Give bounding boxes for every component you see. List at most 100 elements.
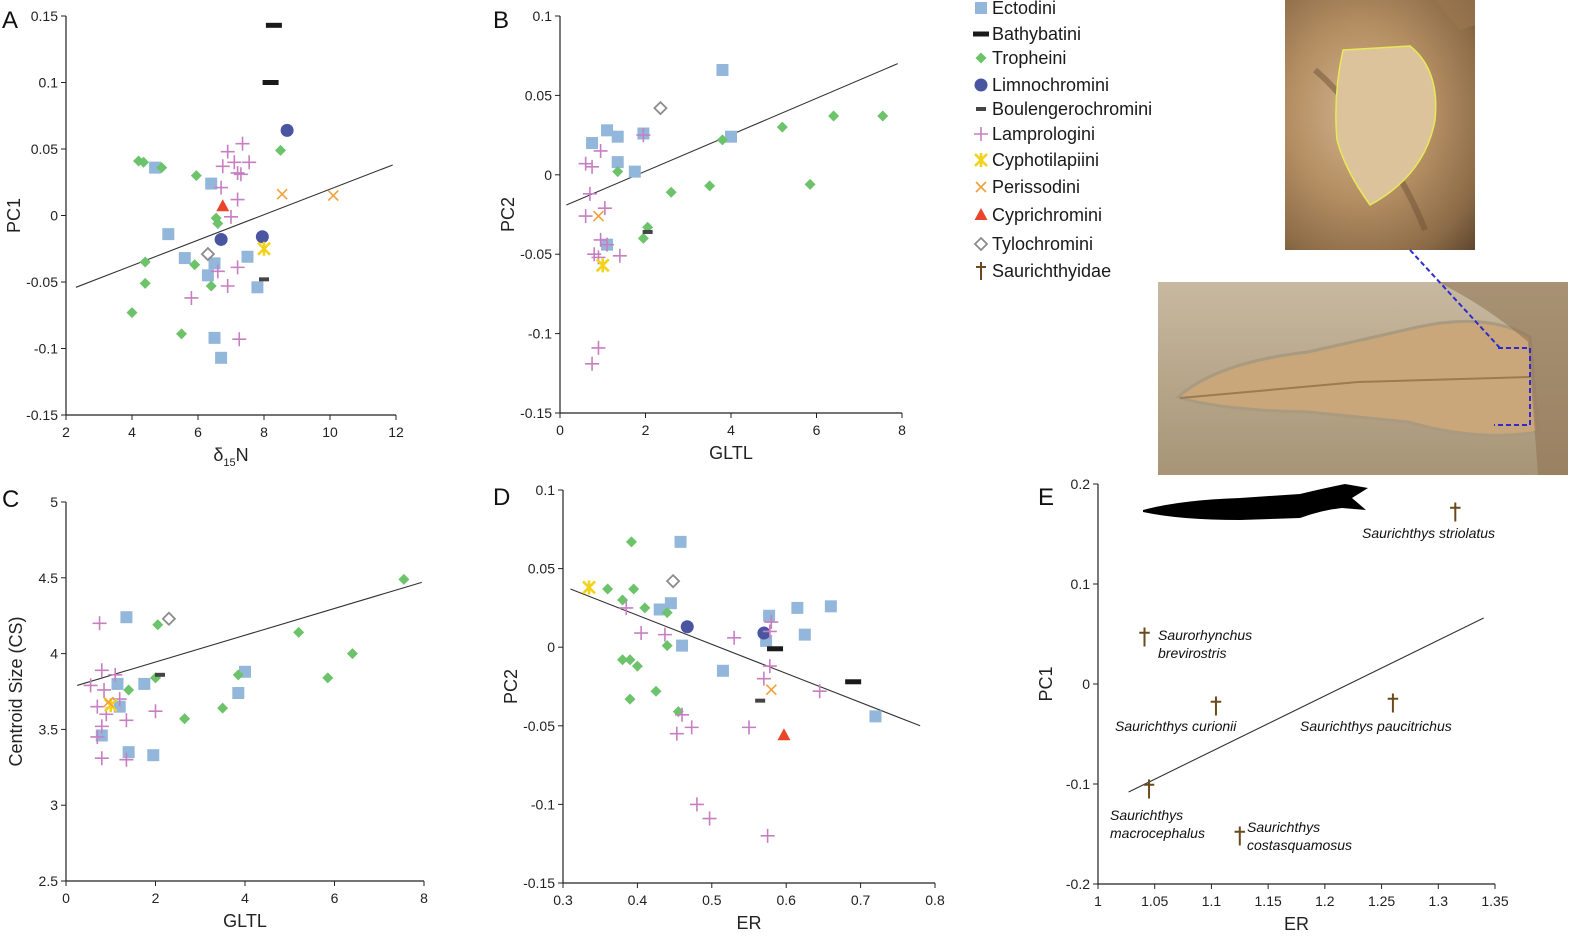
species-annotation: Saurichthys curionii <box>1115 718 1237 734</box>
data-point-perissodini <box>276 188 288 200</box>
data-point-ectodini <box>149 161 162 174</box>
data-point-lamprologini <box>184 290 199 305</box>
data-point-ectodini <box>122 746 135 759</box>
series-tylochromini <box>653 100 668 116</box>
series-tropheini <box>612 110 889 244</box>
legend-marker-perissodini <box>975 181 987 193</box>
data-point-ectodini <box>601 124 614 137</box>
data-point-ectodini <box>147 749 160 762</box>
series-bathybatini <box>262 22 282 85</box>
data-point-lamprologini <box>230 165 245 180</box>
y-tick-label: -0.15 <box>26 407 58 423</box>
data-point-ectodini <box>628 165 641 178</box>
data-point-ectodini <box>162 228 175 241</box>
y-tick-label: -0.05 <box>26 274 58 290</box>
x-tick-label: 2 <box>642 422 650 438</box>
series-limnochromini <box>680 620 771 640</box>
data-point-lamprologini <box>756 671 771 686</box>
data-point-tylochromini <box>161 611 177 627</box>
data-point-lamprologini <box>742 720 756 735</box>
data-point-lamprologini <box>619 600 634 615</box>
legend-label-cyphotilapiini: Cyphotilapiini <box>992 150 1099 170</box>
legend-item-cyphotilapiini: Cyphotilapiini <box>974 150 1099 170</box>
data-point-lamprologini <box>762 624 777 639</box>
series-limnochromini <box>214 123 294 246</box>
legend-marker-tropheini <box>975 52 987 64</box>
series-boulengerochromini <box>755 698 766 703</box>
fossil-skull-midline <box>1179 376 1531 399</box>
data-point-tropheini <box>275 144 286 156</box>
data-point-lamprologini <box>90 699 105 714</box>
data-point-ectodini <box>716 664 729 677</box>
panel-b: B 0 2 4 6 8 -0.15 -0.1 -0.05 0 0.05 0.1 GLTL PC2 <box>493 7 906 463</box>
x-axis-label-sub: 15 <box>223 457 235 469</box>
panel-letter-a: A <box>2 7 18 34</box>
species-annotation: Saurichthys costasquamosus <box>1247 819 1352 853</box>
data-point-lamprologini <box>224 209 238 224</box>
legend-label-boulengerochromini: Boulengerochromini <box>992 99 1152 119</box>
y-tick-label: 0 <box>544 167 552 183</box>
data-point-bathybatini <box>845 679 862 685</box>
data-point-lamprologini <box>689 797 704 812</box>
species-annotation: Saurichthys macrocephalus <box>1110 807 1205 841</box>
data-point-lamprologini <box>94 719 109 734</box>
panel-d: D 0.3 0.4 0.5 0.6 0.7 0.8 -0.15 -0.1 -0.05 0 0.05 0.… <box>493 482 945 933</box>
data-point-lamprologini <box>108 667 123 682</box>
data-point-lamprologini <box>90 729 105 744</box>
data-point-tropheini <box>665 186 677 198</box>
species-annotation-line: brevirostris <box>1158 645 1226 661</box>
legend-marker-bathybatini <box>973 31 989 37</box>
x-tick-label: 1 <box>1094 893 1102 909</box>
data-point-tylochromini <box>200 246 216 262</box>
species-annotation: Saurorhynchus brevirostris <box>1158 627 1252 661</box>
data-point-lamprologini <box>148 704 163 719</box>
series-bathybatini <box>767 646 862 685</box>
series-cyphotilapiini <box>257 241 271 256</box>
data-point-ectodini <box>215 351 228 364</box>
x-tick-label: 0 <box>556 422 564 438</box>
series-cyprichromini <box>777 728 791 741</box>
data-point-ectodini <box>138 677 151 690</box>
legend-label-cyprichromini: Cyprichromini <box>992 205 1102 225</box>
x-tick-label: 1.05 <box>1141 893 1168 909</box>
data-point-ectodini <box>725 130 737 143</box>
y-tick-label: 5 <box>50 494 58 510</box>
y-tick-label: 0.1 <box>1071 576 1091 592</box>
y-tick-label: 0.1 <box>533 8 553 24</box>
legend-marker-tylochromini <box>973 236 989 252</box>
data-point-tropheini <box>293 626 305 638</box>
series-ectodini <box>95 611 251 762</box>
data-point-tropheini <box>346 648 358 660</box>
series-tylochromini <box>200 246 216 262</box>
series-tylochromini <box>665 573 681 589</box>
data-point-lamprologini <box>764 615 779 630</box>
x-tick-label: 8 <box>898 422 906 438</box>
data-point-lamprologini <box>242 155 257 170</box>
data-point-tropheini <box>625 536 637 548</box>
data-point-ectodini <box>824 600 837 613</box>
data-point-lamprologini <box>675 707 690 722</box>
data-point-ectodini <box>611 130 624 143</box>
data-point-lamprologini <box>669 726 684 741</box>
legend-marker-cyprichromini <box>974 208 988 220</box>
data-point-lamprologini <box>812 684 827 699</box>
data-point-lamprologini <box>634 626 649 641</box>
data-point-bathybatini <box>262 80 279 85</box>
y-axis-label: PC2 <box>501 669 521 704</box>
species-annotation-line: Saurichthys paucitrichus <box>1300 718 1452 734</box>
data-point-lamprologini <box>578 156 593 171</box>
legend: Ectodini Bathybatini Tropheini Limnochromin… <box>973 0 1152 281</box>
data-point-ectodini <box>241 250 254 263</box>
x-tick-label: 0.3 <box>553 892 573 908</box>
x-tick-label: 4 <box>241 890 249 906</box>
data-point-tylochromini <box>653 100 668 116</box>
data-point-ectodini <box>208 331 221 344</box>
series-boulengerochromini <box>259 277 269 282</box>
species-annotation-line: Saurichthys curionii <box>1115 718 1237 734</box>
y-tick-label: 0.1 <box>536 482 556 498</box>
series-cyprichromini <box>216 199 230 212</box>
y-tick-label: 4.5 <box>39 570 59 586</box>
x-axis-label: GLTL <box>223 911 267 931</box>
data-point-lamprologini <box>92 616 107 631</box>
legend-item-perissodini: Perissodini <box>975 177 1080 197</box>
